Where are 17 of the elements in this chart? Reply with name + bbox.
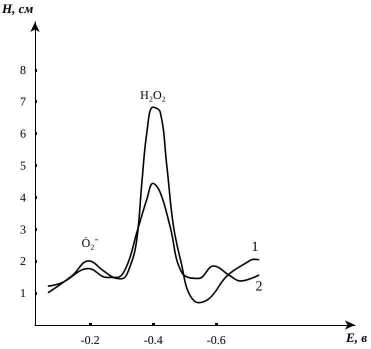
y-tick-label: 6	[20, 126, 26, 141]
series-label: 1	[252, 240, 259, 256]
x-tick-label: -0.2	[80, 333, 100, 347]
y-tick-label: 5	[20, 158, 26, 173]
x-axis-title: E, в	[345, 330, 368, 345]
y-axis-title: H, см	[1, 1, 34, 16]
y-tick-label: 2	[20, 254, 26, 268]
x-tick-label: -0.6	[206, 333, 226, 347]
y-tick-label: 8	[20, 62, 26, 77]
annotation: Ȯ₂⁻	[82, 236, 98, 250]
y-tick-label: 7	[20, 94, 26, 109]
series-label: 2	[256, 280, 263, 295]
x-tick-label: -0.4	[144, 333, 163, 347]
y-tick-label: 4	[20, 190, 26, 204]
y-tick-label: 3	[20, 222, 26, 236]
annotation: H₂O₂	[140, 88, 166, 102]
y-tick-label: 1	[20, 286, 26, 300]
